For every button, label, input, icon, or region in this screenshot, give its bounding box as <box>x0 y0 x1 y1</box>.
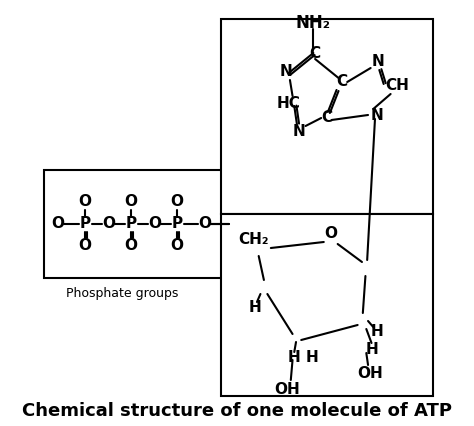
Text: O: O <box>79 195 91 210</box>
Text: N: N <box>370 109 383 124</box>
Text: H: H <box>305 351 318 366</box>
Text: O: O <box>148 216 161 231</box>
Text: CH: CH <box>386 78 410 93</box>
FancyBboxPatch shape <box>220 214 433 396</box>
Text: H: H <box>249 300 262 316</box>
Text: O: O <box>102 216 115 231</box>
Text: OH: OH <box>357 366 383 380</box>
Text: O: O <box>125 239 137 253</box>
Text: O: O <box>125 195 137 210</box>
Text: O: O <box>171 239 183 253</box>
Text: N: N <box>292 124 305 138</box>
Text: H: H <box>370 323 383 339</box>
Text: C: C <box>337 74 347 89</box>
Text: OH: OH <box>274 383 300 397</box>
Text: H: H <box>288 351 301 366</box>
FancyBboxPatch shape <box>45 170 235 278</box>
Text: H: H <box>365 342 378 357</box>
Text: O: O <box>171 195 183 210</box>
Text: N: N <box>279 64 292 80</box>
Text: N: N <box>372 54 385 69</box>
Text: CH₂: CH₂ <box>238 233 269 248</box>
Text: Phosphate groups: Phosphate groups <box>66 287 179 299</box>
Text: NH₂: NH₂ <box>296 14 331 32</box>
FancyBboxPatch shape <box>220 19 433 214</box>
Text: O: O <box>199 216 211 231</box>
Text: HC: HC <box>277 97 301 112</box>
Text: P: P <box>80 216 91 231</box>
Text: O: O <box>79 239 91 253</box>
Text: C: C <box>310 46 321 60</box>
Text: Chemical structure of one molecule of ATP: Chemical structure of one molecule of AT… <box>22 402 452 420</box>
Text: O: O <box>51 216 64 231</box>
Text: P: P <box>172 216 182 231</box>
Text: C: C <box>321 110 332 126</box>
Text: P: P <box>126 216 137 231</box>
Text: O: O <box>324 227 337 242</box>
